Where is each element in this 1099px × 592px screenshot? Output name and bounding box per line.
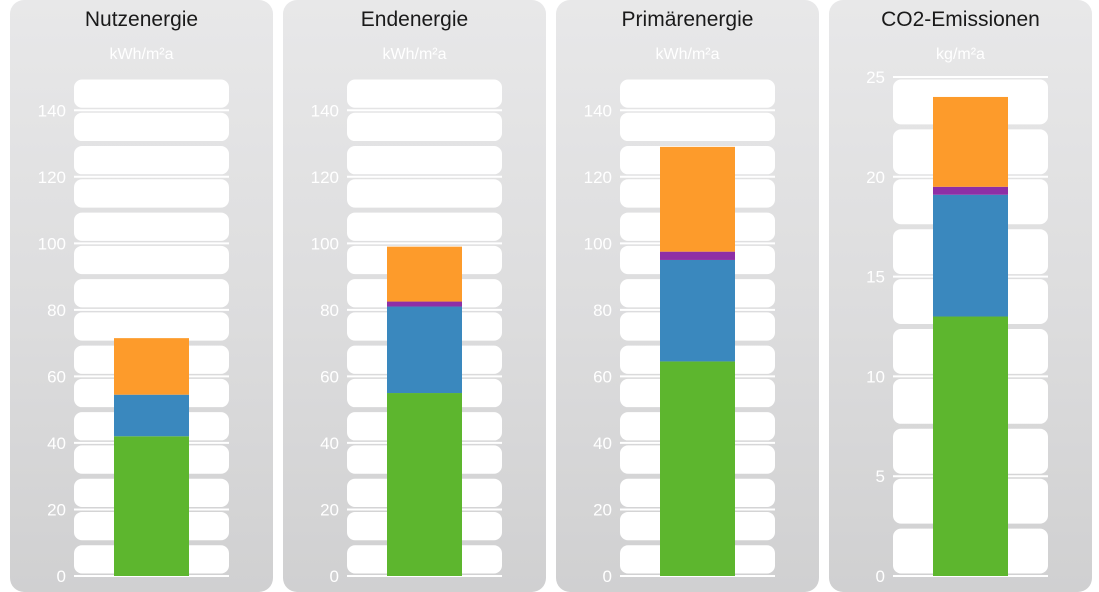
panel-endenergie: Endenergie kWh/m²a 0 20 40 60 80 100 120 140 xyxy=(283,0,546,592)
chart-title: Endenergie xyxy=(360,8,469,31)
segment-orange xyxy=(933,96,1008,187)
grid-band xyxy=(620,112,775,142)
segment-purple xyxy=(933,186,1008,195)
y-tick-label: 120 xyxy=(584,168,612,187)
chart-title: CO2-Emissionen xyxy=(881,8,1040,31)
y-tick-label: 140 xyxy=(584,101,612,120)
y-tick-label: 100 xyxy=(38,234,66,253)
y-tick-label: 40 xyxy=(47,434,66,453)
grid-band xyxy=(347,146,502,175)
y-tick-label: 60 xyxy=(320,367,339,386)
grid-band xyxy=(347,179,502,208)
panel-nutzenergie: Nutzenergie kWh/m²a 0 20 40 60 80 100 120 140 xyxy=(10,0,273,592)
grid-band xyxy=(74,245,229,275)
y-tick-label: 25 xyxy=(866,68,885,87)
y-tick-label: 20 xyxy=(320,500,339,519)
panel-primaerenergie: Primärenergie kWh/m²a 0 20 40 60 80 100 120 140 xyxy=(556,0,819,592)
segment-orange xyxy=(114,338,189,395)
segment-blue xyxy=(933,194,1008,317)
y-tick-label: 140 xyxy=(311,101,339,120)
y-tick-label: 10 xyxy=(866,367,885,386)
panel-co2-emissionen: CO2-Emissionen kg/m²a 0 5 10 15 20 25 xyxy=(829,0,1092,592)
grid-band xyxy=(347,112,502,142)
chart-nutzenergie: 0 20 40 60 80 100 120 140 xyxy=(38,79,229,586)
segment-orange xyxy=(660,146,735,252)
grid-band xyxy=(74,179,229,208)
y-tick-label: 80 xyxy=(47,301,66,320)
unit-label: kg/m²a xyxy=(936,46,985,63)
y-tick-label: 20 xyxy=(47,500,66,519)
chart-title: Nutzenergie xyxy=(84,8,199,31)
y-tick-label: 120 xyxy=(311,168,339,187)
segment-blue xyxy=(660,259,735,362)
unit-label: kWh/m²a xyxy=(655,46,720,63)
y-tick-label: 80 xyxy=(593,301,612,320)
y-tick-label: 0 xyxy=(876,567,885,586)
grid-band xyxy=(74,112,229,142)
y-tick-label: 15 xyxy=(866,268,885,287)
y-tick-label: 0 xyxy=(57,567,66,586)
segment-purple xyxy=(660,251,735,260)
y-tick-label: 140 xyxy=(38,101,66,120)
segment-green xyxy=(387,393,462,576)
segment-orange xyxy=(387,246,462,302)
grid-band xyxy=(74,212,229,241)
grid-band xyxy=(74,79,229,108)
y-tick-label: 5 xyxy=(876,467,885,486)
unit-label: kWh/m²a xyxy=(382,46,447,63)
chart-co2-emissionen: 0 5 10 15 20 25 xyxy=(866,68,1048,586)
y-tick-label: 40 xyxy=(320,434,339,453)
segment-green xyxy=(660,361,735,576)
grid-band xyxy=(74,146,229,175)
y-tick-label: 60 xyxy=(593,367,612,386)
y-tick-label: 100 xyxy=(311,234,339,253)
y-tick-label: 100 xyxy=(584,234,612,253)
y-tick-label: 20 xyxy=(593,500,612,519)
segment-green xyxy=(114,436,189,576)
grid-band xyxy=(74,312,229,341)
segment-blue xyxy=(387,306,462,394)
unit-label: kWh/m²a xyxy=(109,46,174,63)
chart-endenergie: 0 20 40 60 80 100 120 140 xyxy=(311,79,502,586)
grid-band xyxy=(347,79,502,108)
y-tick-label: 0 xyxy=(603,567,612,586)
grid-band xyxy=(74,279,229,308)
y-tick-label: 20 xyxy=(866,168,885,187)
chart-title: Primärenergie xyxy=(621,8,754,31)
y-tick-label: 40 xyxy=(593,434,612,453)
y-tick-label: 120 xyxy=(38,168,66,187)
y-tick-label: 60 xyxy=(47,367,66,386)
segment-green xyxy=(933,316,1008,576)
y-tick-label: 0 xyxy=(330,567,339,586)
y-tick-label: 80 xyxy=(320,301,339,320)
grid-band xyxy=(347,212,502,241)
segment-blue xyxy=(114,394,189,437)
grid-band xyxy=(620,79,775,108)
chart-primaerenergie: 0 20 40 60 80 100 120 140 xyxy=(584,79,775,586)
segment-purple xyxy=(387,301,462,307)
